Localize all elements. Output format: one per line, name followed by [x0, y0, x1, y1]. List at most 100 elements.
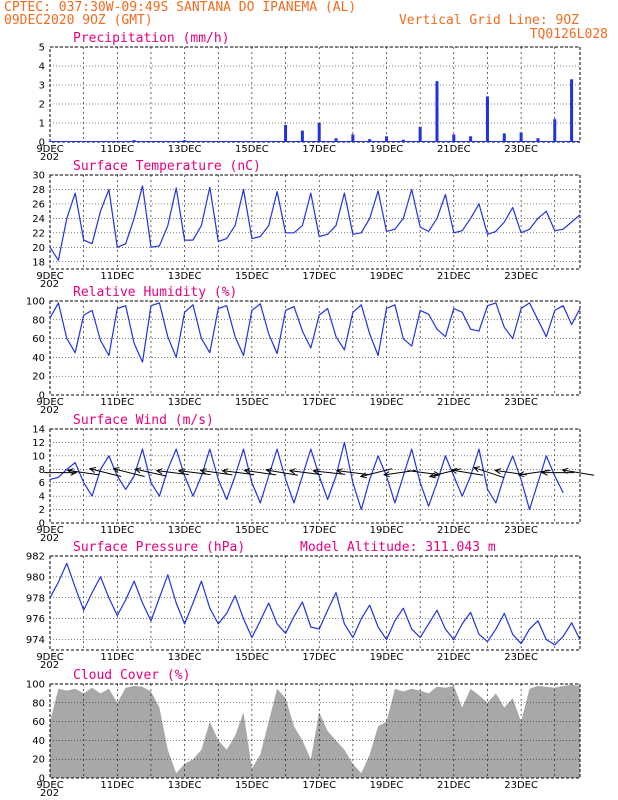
pres-ytick: 980 [26, 572, 45, 583]
wind-vector-head [312, 468, 320, 475]
pres-xtick: 17DEC [302, 652, 336, 663]
wind-vector [473, 467, 505, 479]
cloud-xtick: 23DEC [504, 780, 538, 791]
temp-xtick: 17DEC [302, 271, 336, 282]
cloud-frame [49, 683, 581, 779]
precip-bar [166, 141, 170, 142]
pres-xtick: 11DEC [100, 652, 134, 663]
wind-ytick: 6 [39, 478, 45, 489]
cloud-cover-area [50, 684, 580, 778]
temp-series-line [49, 185, 581, 261]
wind-vector [289, 470, 322, 476]
temp-ytick: 22 [32, 228, 45, 239]
precip-bar [435, 81, 439, 142]
temp-xtick: 13DEC [168, 271, 202, 282]
wind-vector-head [428, 472, 436, 479]
wind-vector-head [472, 466, 480, 473]
pres-ytick: 974 [26, 635, 45, 646]
precip-year-label: 202 [40, 152, 59, 163]
pres-xtick: 21DEC [437, 652, 471, 663]
wind-ytick: 10 [32, 451, 45, 462]
rh-title: Relative Humidity (%) [73, 285, 237, 300]
precip-ytick: 1 [39, 119, 45, 130]
rh-xtick: 11DEC [100, 397, 134, 408]
precip-bar [536, 138, 540, 142]
rh-xtick: 21DEC [437, 397, 471, 408]
precip-bar [418, 126, 422, 142]
temp-xtick: 21DEC [437, 271, 471, 282]
cloud-xtick: 19DEC [370, 780, 404, 791]
wind-xtick: 23DEC [504, 525, 538, 536]
wind-vector [113, 468, 145, 478]
rh-ytick: 80 [32, 315, 45, 326]
temp-title: Surface Temperature (nC) [73, 159, 261, 174]
precip-bar [48, 141, 52, 142]
temp-panel: Surface Temperature (nC) 30 28 26 24 22 20 18 9D… [32, 159, 581, 290]
rh-xtick: 13DEC [168, 397, 202, 408]
cloud-xtick: 17DEC [302, 780, 336, 791]
wind-vector [407, 470, 440, 476]
precip-bar [570, 79, 574, 142]
precip-bar [368, 139, 372, 142]
rh-xtick: 19DEC [370, 397, 404, 408]
wind-xtick: 21DEC [437, 525, 471, 536]
rh-ytick: 0 [39, 391, 45, 402]
rh-ytick: 60 [32, 334, 45, 345]
wind-vector [429, 468, 462, 478]
header-location: CPTEC: 037:30W-09:49S SANTANA DO IPANEMA… [4, 0, 356, 15]
wind-vector-head [155, 468, 163, 475]
temp-frame [49, 174, 581, 270]
wind-vector-head [288, 468, 296, 475]
cloud-xtick: 15DEC [235, 780, 269, 791]
rh-panel: Relative Humidity (%) 100 80 60 40 20 09DEC 11D… [26, 285, 581, 416]
wind-vector-head [335, 468, 343, 475]
wind-vector [135, 468, 167, 477]
cloud-xtick: 13DEC [168, 780, 202, 791]
pres-year-label: 202 [40, 660, 59, 671]
pres-xtick: 9DEC [36, 652, 63, 663]
precip-xtick: 21DEC [437, 144, 471, 155]
wind-xtick: 19DEC [370, 525, 404, 536]
precip-bar [553, 119, 557, 142]
wind-vector-head [243, 468, 251, 475]
rh-ytick: 40 [32, 353, 45, 364]
wind-ytick: 14 [32, 425, 45, 436]
wind-vector-head [450, 467, 458, 474]
precip-bar [65, 141, 69, 142]
wind-vector [67, 469, 100, 476]
precip-bar [385, 136, 389, 142]
header-run-date: 09DEC2020 9OZ (GMT) [4, 13, 153, 28]
wind-ytick: 0 [39, 519, 45, 530]
temp-ytick: 18 [32, 257, 45, 268]
temp-ytick: 30 [32, 171, 45, 182]
rh-xtick: 15DEC [235, 397, 269, 408]
temp-xtick: 19DEC [370, 271, 404, 282]
precip-bar [334, 138, 338, 142]
precip-bar [183, 140, 187, 142]
wind-vector-head [199, 468, 207, 475]
wind-vector-head [221, 468, 229, 475]
rh-series-line [49, 302, 581, 363]
wind-vector [266, 469, 299, 476]
temp-ytick: 24 [32, 214, 45, 225]
pres-xtick: 13DEC [168, 652, 202, 663]
precip-bar [115, 141, 119, 143]
wind-ytick: 8 [39, 465, 45, 476]
rh-ytick: 100 [26, 297, 45, 308]
wind-vector-head [265, 467, 273, 474]
precip-bar [401, 139, 405, 142]
wind-title: Surface Wind (m/s) [73, 413, 214, 428]
wind-vector-head [561, 467, 569, 474]
pressure-model-altitude: Model Altitude: 311.043 m [300, 540, 496, 555]
wind-vector [451, 469, 484, 476]
precip-ytick: 4 [39, 62, 45, 73]
wind-vector [244, 469, 277, 476]
temp-year-label: 202 [40, 279, 59, 290]
precip-xtick: 9DEC [36, 144, 63, 155]
wind-vector-head [382, 471, 390, 478]
wind-vector-head [88, 467, 97, 473]
precip-ytick: 5 [39, 43, 45, 54]
cloud-year-label: 202 [40, 788, 59, 799]
cloud-ytick: 20 [32, 755, 45, 766]
